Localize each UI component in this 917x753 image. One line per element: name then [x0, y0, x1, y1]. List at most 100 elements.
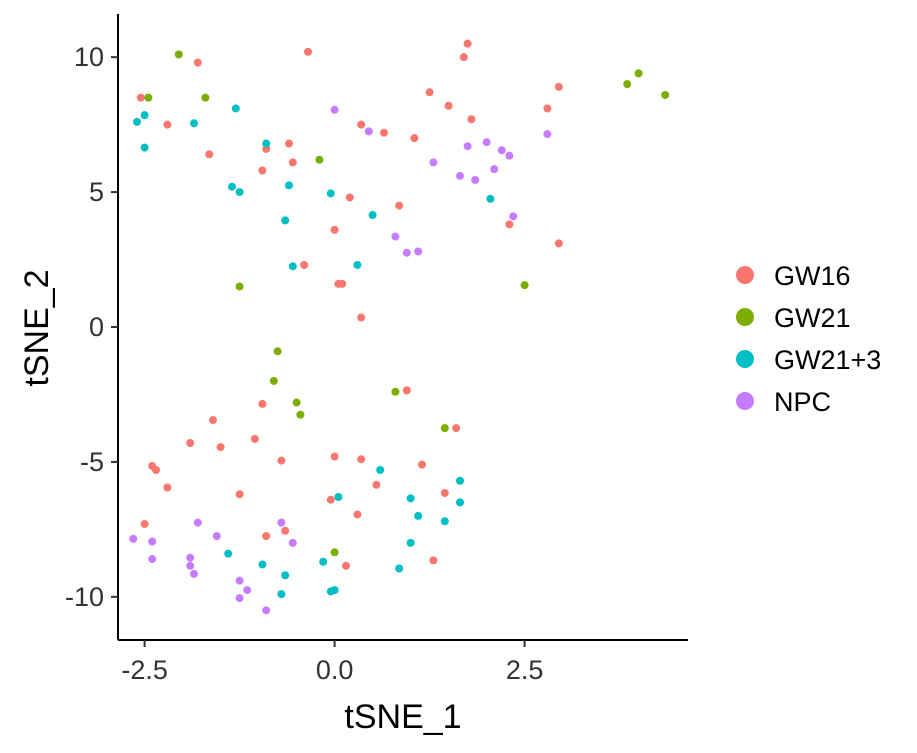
data-point	[391, 387, 400, 396]
data-point	[418, 460, 426, 469]
data-point	[368, 211, 377, 220]
data-point	[490, 165, 499, 174]
data-point	[463, 39, 472, 48]
data-point	[163, 120, 172, 129]
legend-key	[736, 308, 754, 326]
data-point	[140, 143, 149, 152]
data-point	[425, 88, 434, 97]
data-point	[334, 492, 343, 501]
y-tick-label: -5	[80, 447, 104, 477]
data-point	[467, 115, 476, 124]
data-point	[357, 313, 366, 322]
data-point	[395, 201, 404, 210]
data-point	[140, 111, 149, 120]
data-point	[148, 555, 157, 564]
data-point	[129, 534, 138, 543]
data-point	[262, 139, 271, 148]
data-point	[269, 376, 278, 385]
data-point	[216, 443, 225, 452]
data-point	[140, 519, 149, 528]
data-point	[414, 511, 423, 520]
data-point	[554, 82, 563, 91]
data-point	[459, 53, 468, 62]
series-gw21	[144, 50, 670, 557]
data-point	[235, 490, 244, 499]
x-tick-label: -2.5	[121, 655, 168, 685]
data-point	[209, 416, 217, 425]
data-point	[402, 386, 411, 395]
data-point	[406, 538, 415, 547]
data-point	[250, 434, 259, 443]
data-point	[224, 549, 233, 558]
legend-key	[736, 392, 754, 410]
legend-key	[736, 266, 754, 284]
data-point	[497, 146, 506, 155]
data-point	[376, 466, 385, 475]
data-point	[543, 104, 552, 113]
data-point	[486, 194, 495, 203]
data-point	[235, 282, 244, 291]
data-point	[212, 532, 221, 541]
data-point	[190, 569, 198, 578]
data-point	[554, 239, 563, 248]
data-point	[243, 586, 252, 595]
data-point	[471, 175, 480, 184]
plot-area	[129, 39, 670, 615]
data-point	[402, 248, 411, 257]
data-point	[452, 424, 461, 433]
data-point	[186, 561, 195, 570]
data-point	[505, 151, 514, 160]
data-point	[136, 93, 145, 102]
data-point	[277, 590, 286, 599]
data-point	[357, 455, 366, 464]
data-point	[410, 134, 419, 143]
legend-label: GW21+3	[774, 345, 881, 375]
data-point	[429, 556, 438, 565]
y-tick-label: 0	[89, 312, 104, 342]
data-point	[281, 216, 290, 225]
data-point	[174, 50, 183, 59]
data-point	[163, 483, 172, 492]
data-point	[364, 127, 373, 136]
legend-label: GW16	[774, 261, 851, 291]
data-point	[296, 410, 305, 419]
data-point	[277, 518, 286, 527]
data-point	[186, 553, 195, 562]
data-point	[304, 47, 312, 56]
data-point	[395, 564, 404, 573]
data-point	[258, 166, 267, 175]
series-npc	[129, 105, 552, 615]
y-tick-label: 5	[89, 177, 104, 207]
data-point	[330, 225, 339, 234]
data-point	[456, 171, 464, 180]
data-point	[440, 488, 449, 497]
data-point	[429, 158, 438, 167]
data-point	[152, 466, 160, 475]
data-point	[285, 139, 293, 148]
data-point	[326, 495, 335, 504]
data-point	[463, 142, 472, 151]
data-point	[509, 212, 518, 221]
data-point	[144, 93, 153, 102]
data-point	[338, 279, 347, 288]
data-point	[186, 439, 195, 448]
data-point	[288, 262, 297, 271]
data-point	[273, 347, 282, 356]
data-point	[300, 260, 309, 269]
data-point	[262, 532, 271, 541]
x-tick-label: 2.5	[506, 655, 544, 685]
y-axis-title: tSNE_2	[18, 269, 56, 386]
data-point	[342, 561, 350, 570]
data-point	[520, 281, 529, 290]
data-point	[288, 158, 297, 167]
data-point	[235, 576, 244, 585]
y-tick-label: 10	[74, 42, 104, 72]
x-axis-ticks: -2.5 0.0 2.5	[121, 640, 543, 685]
data-point	[281, 571, 290, 580]
data-point	[258, 560, 267, 569]
data-point	[190, 119, 198, 128]
y-axis-ticks: 10 5 0 -5 -10	[65, 42, 118, 612]
data-point	[661, 90, 670, 99]
data-point	[330, 548, 339, 557]
